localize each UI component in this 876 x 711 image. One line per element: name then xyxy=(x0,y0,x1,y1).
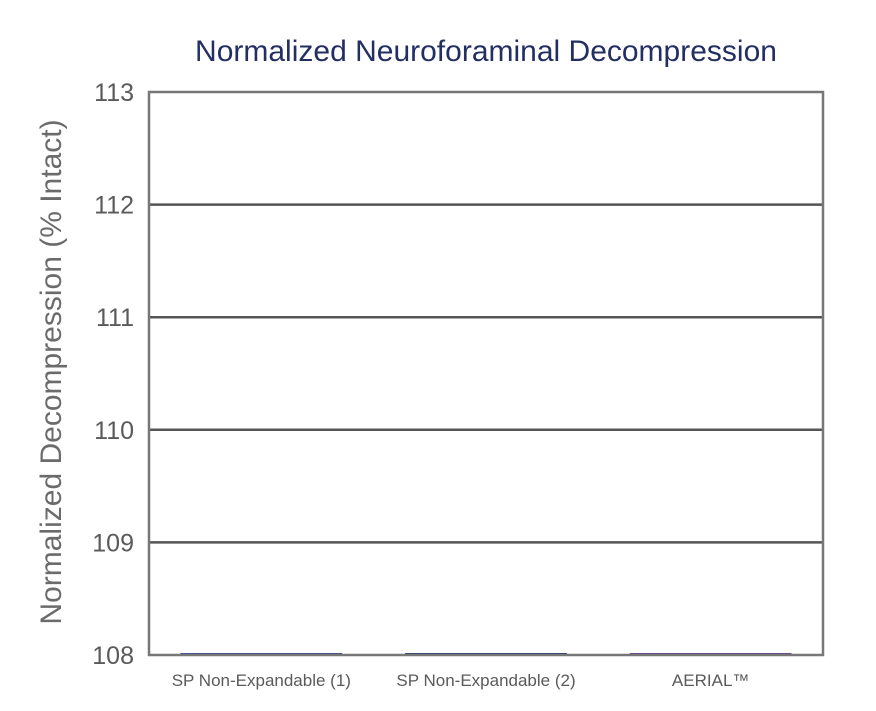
y-tick-labels: 108 109 110 111 112 113 xyxy=(92,79,134,670)
x-tick-2: SP Non-Expandable (2) xyxy=(396,671,575,690)
plot-frame xyxy=(147,90,825,657)
y-tick-109: 109 xyxy=(92,529,134,557)
x-tick-labels: SP Non-Expandable (1) SP Non-Expandable (… xyxy=(172,671,750,690)
y-tick-113: 113 xyxy=(94,79,134,107)
y-tick-111: 111 xyxy=(96,304,134,332)
y-tick-112: 112 xyxy=(94,192,134,220)
y-tick-110: 110 xyxy=(94,417,134,445)
gridlines xyxy=(149,203,823,544)
x-tick-1: SP Non-Expandable (1) xyxy=(172,671,351,690)
x-tick-3: AERIAL™ xyxy=(672,671,749,690)
y-tick-108: 108 xyxy=(92,642,134,670)
chart-title: Normalized Neuroforaminal Decompression xyxy=(195,35,777,68)
y-axis-label: Normalized Decompression (% Intact) xyxy=(35,119,68,624)
